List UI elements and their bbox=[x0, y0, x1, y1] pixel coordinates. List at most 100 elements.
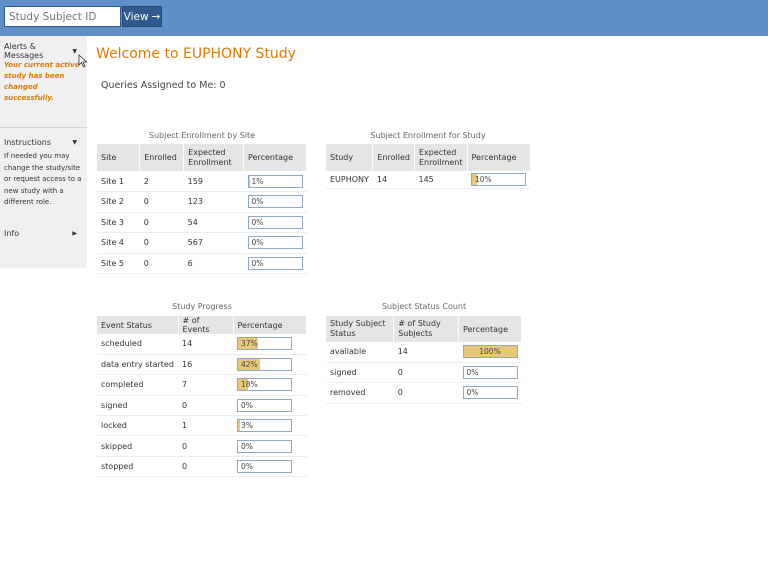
table-cell: Site 3 bbox=[97, 212, 140, 233]
instructions-line: change the study/site bbox=[4, 163, 81, 172]
study-enrollment-title: Subject Enrollment for Study bbox=[370, 131, 486, 140]
table-row: scheduled 14 37% bbox=[97, 334, 307, 355]
study-subject-id-input[interactable] bbox=[4, 6, 121, 27]
table-cell: 0 bbox=[139, 253, 184, 274]
caret-right-icon: ▶ bbox=[72, 229, 77, 237]
info-section: Info ▶ bbox=[0, 226, 87, 240]
table-cell: 123 bbox=[183, 191, 244, 213]
table-cell: 14 bbox=[393, 342, 459, 363]
column-header: Percentage bbox=[243, 144, 307, 171]
percentage-label: 0% bbox=[251, 217, 264, 227]
table-cell: EUPHONY bbox=[326, 171, 373, 189]
percentage-cell: 0% bbox=[233, 456, 307, 478]
table-cell: Site 4 bbox=[97, 232, 140, 254]
percentage-bar: 10% bbox=[471, 172, 526, 186]
table-row: EUPHONY 14 145 10% bbox=[326, 171, 530, 189]
percentage-cell: 3% bbox=[233, 415, 307, 437]
column-header: Event Status bbox=[97, 316, 179, 334]
table-cell: 159 bbox=[183, 171, 244, 192]
column-header: Site bbox=[97, 144, 141, 171]
percentage-bar-fill bbox=[248, 175, 250, 187]
alert-message: Your current active study has been chang… bbox=[0, 60, 82, 104]
percentage-label: 3% bbox=[241, 421, 253, 431]
instructions-toggle[interactable]: Instructions ▼ bbox=[0, 135, 87, 149]
instructions-line: If needed you may bbox=[4, 152, 70, 160]
table-cell: skipped bbox=[97, 435, 178, 457]
percentage-label: 0% bbox=[251, 258, 264, 268]
arrow-right-icon: → bbox=[151, 10, 161, 23]
subject-status-title: Subject Status Count bbox=[381, 302, 467, 311]
queries-assigned-link[interactable]: Queries Assigned to Me: 0 bbox=[101, 80, 226, 91]
alerts-section: Alerts & Messages ▼ Your current active … bbox=[0, 42, 87, 104]
site-enrollment-table: Site Enrolled Expected Enrollment Percen… bbox=[97, 144, 307, 274]
column-header: # of Events bbox=[178, 316, 234, 334]
table-row: Site 1 2 159 1% bbox=[97, 171, 307, 192]
percentage-cell: 0% bbox=[233, 435, 307, 457]
percentage-label: 1% bbox=[251, 176, 264, 186]
percentage-cell: 0% bbox=[458, 382, 522, 404]
table-row: Site 4 0 567 0% bbox=[97, 232, 307, 254]
table-row: locked 1 3% bbox=[97, 415, 307, 437]
table-row: Site 3 0 54 0% bbox=[97, 212, 307, 233]
subject-status-table: Study Subject Status # of Study Subjects… bbox=[326, 316, 522, 404]
percentage-bar: 0% bbox=[247, 256, 303, 270]
percentage-bar: 0% bbox=[247, 195, 303, 209]
table-cell: completed bbox=[97, 374, 178, 396]
percentage-cell: 18% bbox=[233, 374, 307, 396]
instructions-line: or request access to a bbox=[4, 175, 82, 183]
percentage-cell: 10% bbox=[467, 171, 530, 189]
table-row: signed 0 0% bbox=[97, 395, 307, 417]
table-cell: 14 bbox=[372, 171, 415, 189]
table-row: data entry started 16 42% bbox=[97, 354, 307, 376]
column-header: Percentage bbox=[233, 316, 307, 334]
percentage-label: 0% bbox=[466, 388, 479, 398]
instructions-line: new study with a bbox=[4, 186, 64, 195]
table-cell: 0 bbox=[178, 395, 233, 417]
percentage-cell: 0% bbox=[243, 232, 307, 254]
alert-line: changed successfully. bbox=[4, 83, 54, 102]
percentage-label: 0% bbox=[241, 441, 253, 451]
instructions-label: Instructions bbox=[4, 137, 51, 147]
mouse-cursor-icon bbox=[78, 54, 88, 68]
table-cell: 14 bbox=[178, 334, 233, 355]
info-toggle[interactable]: Info ▶ bbox=[0, 226, 87, 240]
percentage-cell: 0% bbox=[243, 191, 307, 213]
alert-line: Your current active bbox=[4, 61, 80, 69]
alerts-messages-toggle[interactable]: Alerts & Messages ▼ bbox=[0, 42, 87, 60]
column-header: Study Subject Status bbox=[326, 316, 395, 342]
alert-line: study has been bbox=[4, 72, 65, 80]
study-progress-title: Study Progress bbox=[172, 302, 232, 311]
study-progress-table: Event Status # of Events Percentage sche… bbox=[97, 316, 307, 478]
table-row: Site 5 0 6 0% bbox=[97, 253, 307, 274]
table-cell: 0 bbox=[178, 435, 233, 457]
percentage-label: 100% bbox=[479, 347, 501, 357]
percentage-label: 0% bbox=[241, 400, 253, 410]
percentage-label: 18% bbox=[241, 380, 258, 390]
table-cell: 7 bbox=[178, 374, 233, 396]
percentage-bar-fill bbox=[472, 173, 478, 185]
table-cell: 0 bbox=[393, 382, 459, 404]
table-header-row: Site Enrolled Expected Enrollment Percen… bbox=[97, 144, 307, 171]
instructions-text: If needed you may change the study/site … bbox=[0, 151, 84, 209]
column-header: Expected Enrollment bbox=[183, 144, 244, 171]
table-header-row: Event Status # of Events Percentage bbox=[97, 316, 307, 334]
percentage-bar: 100% bbox=[462, 345, 518, 359]
table-cell: signed bbox=[97, 395, 178, 417]
table-header-row: Study Enrolled Expected Enrollment Perce… bbox=[326, 144, 531, 171]
instructions-section: Instructions ▼ If needed you may change … bbox=[0, 135, 87, 209]
alerts-messages-label: Alerts & Messages bbox=[4, 42, 44, 60]
percentage-label: 42% bbox=[241, 360, 258, 370]
percentage-bar-fill bbox=[463, 346, 517, 358]
percentage-cell: 37% bbox=[233, 334, 307, 355]
table-cell: Site 1 bbox=[97, 171, 140, 192]
percentage-bar-fill bbox=[238, 420, 240, 432]
percentage-bar: 0% bbox=[237, 439, 292, 453]
table-cell: Site 5 bbox=[97, 253, 140, 274]
sidebar-divider bbox=[0, 127, 87, 128]
table-cell: signed bbox=[326, 362, 394, 384]
view-button[interactable]: View → bbox=[122, 6, 162, 27]
table-cell: available bbox=[326, 342, 394, 363]
percentage-bar: 0% bbox=[237, 398, 292, 412]
percentage-cell: 42% bbox=[233, 354, 307, 376]
table-cell: 567 bbox=[183, 232, 244, 254]
